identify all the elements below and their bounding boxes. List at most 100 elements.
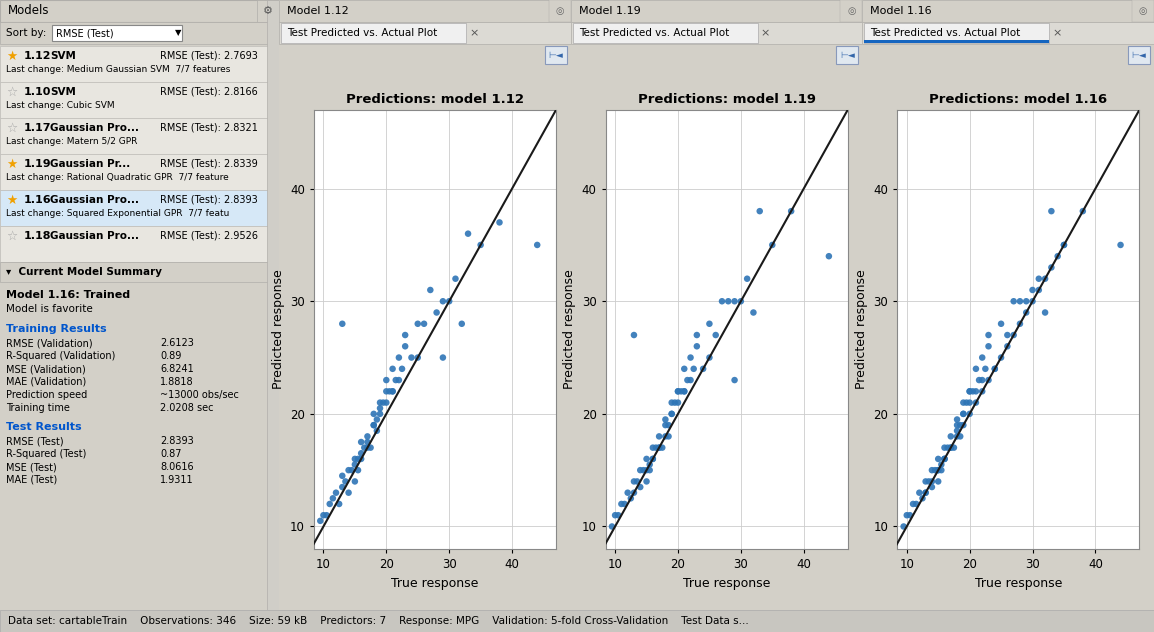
Point bbox=[947, 431, 966, 441]
Text: Model 1.12: Model 1.12 bbox=[287, 6, 349, 16]
Text: ⚙: ⚙ bbox=[263, 6, 273, 16]
Point bbox=[440, 296, 458, 307]
Text: Test Predicted vs. Actual Plot: Test Predicted vs. Actual Plot bbox=[287, 28, 437, 38]
Bar bbox=[571, 0, 862, 22]
Text: 1.8818: 1.8818 bbox=[160, 377, 194, 387]
Bar bbox=[282, 23, 466, 43]
Point bbox=[960, 409, 979, 419]
Point bbox=[352, 448, 370, 458]
Point bbox=[942, 442, 960, 453]
Point bbox=[947, 420, 966, 430]
Point bbox=[898, 510, 916, 520]
Point bbox=[339, 465, 358, 475]
Point bbox=[650, 431, 668, 441]
Point bbox=[421, 285, 440, 295]
Text: R-Squared (Validation): R-Squared (Validation) bbox=[6, 351, 115, 361]
Point bbox=[657, 415, 675, 425]
Text: Last change: Squared Exponential GPR  7/7 featu: Last change: Squared Exponential GPR 7/7… bbox=[6, 209, 230, 219]
Point bbox=[942, 442, 960, 453]
Point bbox=[659, 431, 677, 441]
Point bbox=[628, 477, 646, 487]
Bar bbox=[862, 0, 1154, 22]
Point bbox=[929, 465, 947, 475]
Point bbox=[336, 477, 354, 487]
Bar bbox=[0, 190, 279, 226]
Point bbox=[929, 454, 947, 464]
Point bbox=[916, 477, 935, 487]
Point bbox=[1024, 296, 1042, 307]
Point bbox=[471, 240, 489, 250]
Point bbox=[1036, 274, 1055, 284]
Point bbox=[954, 409, 973, 419]
Y-axis label: Predicted response: Predicted response bbox=[271, 269, 285, 389]
Point bbox=[377, 386, 396, 396]
Bar bbox=[0, 154, 279, 190]
Point bbox=[490, 217, 509, 228]
Text: 1.19: 1.19 bbox=[24, 159, 52, 169]
Bar bbox=[548, 0, 571, 22]
Point bbox=[606, 510, 624, 520]
Point bbox=[998, 330, 1017, 340]
Bar bbox=[837, 46, 859, 64]
Bar bbox=[0, 0, 279, 22]
Point bbox=[1004, 296, 1022, 307]
Point bbox=[1029, 285, 1048, 295]
Bar bbox=[279, 22, 571, 44]
Bar bbox=[572, 23, 758, 43]
Point bbox=[409, 353, 427, 363]
Text: ×: × bbox=[1052, 28, 1062, 38]
Point bbox=[396, 341, 414, 351]
Point bbox=[635, 465, 653, 475]
Point bbox=[964, 386, 982, 396]
Point bbox=[967, 398, 986, 408]
Point bbox=[932, 465, 951, 475]
Bar bbox=[840, 0, 862, 22]
Y-axis label: Predicted response: Predicted response bbox=[855, 269, 868, 389]
Point bbox=[1073, 206, 1092, 216]
X-axis label: True response: True response bbox=[683, 576, 771, 590]
Point bbox=[916, 488, 935, 498]
Title: Predictions: model 1.19: Predictions: model 1.19 bbox=[638, 93, 816, 106]
Bar bbox=[862, 22, 1154, 44]
Point bbox=[352, 437, 370, 447]
Title: Predictions: model 1.16: Predictions: model 1.16 bbox=[929, 93, 1108, 106]
Point bbox=[1004, 330, 1022, 340]
Text: 8.0616: 8.0616 bbox=[160, 462, 194, 472]
Point bbox=[669, 386, 688, 396]
Text: Models: Models bbox=[8, 4, 50, 18]
Point bbox=[355, 442, 374, 453]
Point bbox=[973, 375, 991, 385]
Point bbox=[935, 454, 953, 464]
Point bbox=[900, 510, 919, 520]
Point bbox=[706, 330, 725, 340]
Point bbox=[732, 296, 750, 307]
Point bbox=[976, 364, 995, 374]
Point bbox=[1029, 274, 1048, 284]
Point bbox=[383, 364, 402, 374]
Text: R-Squared (Test): R-Squared (Test) bbox=[6, 449, 87, 459]
Text: ★: ★ bbox=[6, 193, 17, 207]
Point bbox=[967, 364, 986, 374]
Point bbox=[998, 341, 1017, 351]
Point bbox=[726, 296, 744, 307]
Point bbox=[932, 459, 951, 470]
Point bbox=[637, 454, 655, 464]
Point bbox=[1017, 296, 1035, 307]
Point bbox=[339, 488, 358, 498]
Text: ◎: ◎ bbox=[555, 6, 564, 16]
Point bbox=[763, 240, 781, 250]
Point bbox=[374, 398, 392, 408]
Text: SVM: SVM bbox=[50, 51, 76, 61]
Point bbox=[951, 420, 969, 430]
Point bbox=[346, 454, 365, 464]
Text: Last change: Medium Gaussian SVM  7/7 features: Last change: Medium Gaussian SVM 7/7 fea… bbox=[6, 66, 231, 75]
Point bbox=[960, 386, 979, 396]
Text: ☆: ☆ bbox=[6, 85, 17, 99]
Point bbox=[396, 330, 414, 340]
Point bbox=[365, 420, 383, 430]
Bar bbox=[257, 0, 279, 22]
Text: RMSE (Validation): RMSE (Validation) bbox=[6, 338, 92, 348]
Text: MSE (Validation): MSE (Validation) bbox=[6, 364, 85, 374]
Text: RMSE (Test): 2.8166: RMSE (Test): 2.8166 bbox=[160, 87, 257, 97]
Bar bbox=[267, 0, 279, 610]
